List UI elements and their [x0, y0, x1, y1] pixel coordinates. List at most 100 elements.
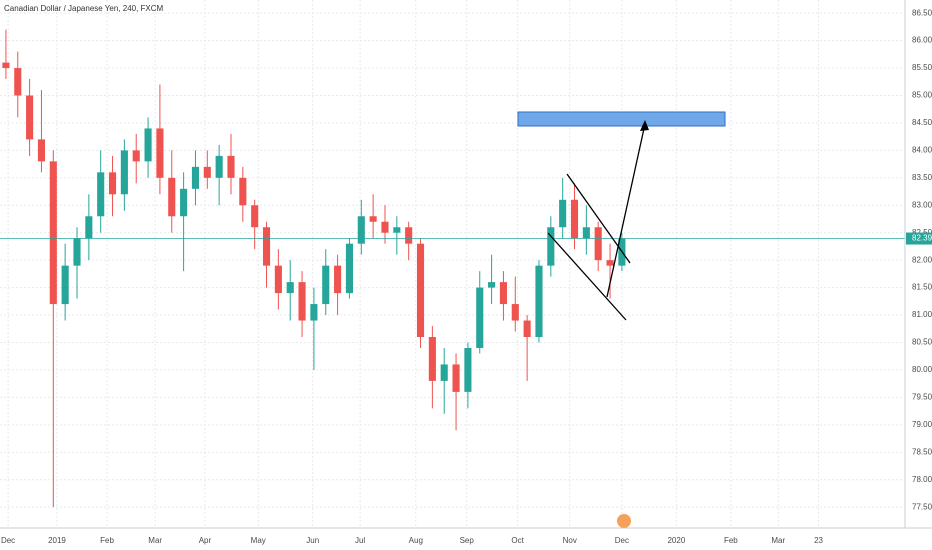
candle-body [582, 227, 590, 239]
x-tick-label: Feb [100, 536, 114, 545]
candle-body [393, 227, 401, 233]
candle-body [298, 282, 306, 321]
x-tick-label: Jul [355, 536, 365, 545]
y-tick-label: 80.500 [912, 338, 932, 347]
candle-body [476, 287, 484, 348]
candle-body [61, 265, 69, 305]
y-tick-label: 78.000 [912, 475, 932, 484]
y-tick-label: 81.500 [912, 283, 932, 292]
x-tick-label: Mar [771, 536, 785, 545]
candle-body [239, 177, 247, 206]
candle-body [227, 155, 235, 178]
candle-body [345, 243, 353, 294]
x-tick-label: May [251, 536, 266, 545]
chart-title: Canadian Dollar / Japanese Yen, 240, FXC… [4, 4, 164, 13]
y-tick-label: 82.000 [912, 255, 932, 264]
candle-body [488, 282, 496, 288]
target-zone [517, 111, 726, 127]
candle-body [523, 320, 531, 337]
candle-body [73, 238, 81, 266]
y-tick-label: 83.000 [912, 200, 932, 209]
candle-body [144, 128, 152, 162]
y-tick-label: 85.500 [912, 63, 932, 72]
candle-body [405, 227, 413, 244]
candle-body [570, 199, 579, 239]
y-tick-label: 79.500 [912, 392, 932, 401]
candle-body [357, 216, 365, 244]
candle-body [559, 199, 567, 228]
candle-body [416, 243, 425, 337]
candle-body [511, 304, 519, 321]
x-tick-label: Feb [724, 536, 738, 545]
candle-body [606, 260, 614, 266]
candle-body [428, 336, 436, 381]
candle-body [310, 304, 318, 321]
y-tick-label: 86.500 [912, 8, 932, 17]
x-tick-label: Dec [615, 536, 629, 545]
last-price-box [906, 232, 932, 245]
x-tick-label: Oct [511, 536, 524, 545]
last-price-label: 82.394 [912, 234, 932, 243]
trend-line [547, 232, 627, 321]
candle-body [381, 221, 389, 233]
candle-body [322, 265, 330, 305]
x-tick-label: Mar [148, 536, 162, 545]
y-tick-label: 84.500 [912, 118, 932, 127]
y-tick-label: 77.500 [912, 502, 932, 511]
candle-body [286, 282, 294, 294]
x-tick-label: Sep [460, 536, 475, 545]
candle-body [180, 188, 188, 217]
y-tick-label: 83.500 [912, 173, 932, 182]
candle-body [452, 364, 460, 392]
arrow-line [606, 123, 646, 298]
candle-body [499, 282, 507, 305]
candle-body [440, 364, 448, 381]
x-tick-label: 2020 [667, 536, 685, 545]
candle-body [274, 265, 282, 294]
candle-body [168, 177, 176, 217]
y-tick-label: 84.000 [912, 145, 932, 154]
candle-body [191, 166, 200, 189]
candle-body [85, 216, 93, 239]
candle-body [535, 265, 543, 337]
y-tick-label: 78.500 [912, 447, 932, 456]
candle-body [97, 172, 105, 217]
candle-body [120, 150, 128, 195]
candle-body [37, 139, 46, 162]
x-tick-label: Jun [306, 536, 319, 545]
grid [0, 0, 905, 528]
logo [617, 514, 631, 528]
y-tick-label: 85.000 [912, 91, 932, 100]
trend-line [566, 173, 631, 264]
y-tick-label: 79.000 [912, 420, 932, 429]
x-tick-label: Dec [1, 536, 15, 545]
candle-body [464, 347, 472, 392]
candle-body [262, 227, 271, 266]
candle-body [334, 265, 342, 294]
candle-body [547, 227, 555, 266]
y-tick-label: 86.000 [912, 36, 932, 45]
candle-body [203, 166, 211, 178]
candle-body [14, 68, 22, 96]
candle-body [594, 227, 602, 261]
x-tick-label: 2019 [48, 536, 66, 545]
x-tick-label: Aug [409, 536, 423, 545]
y-tick-label: 82.500 [912, 228, 932, 237]
y-tick-label: 80.000 [912, 365, 932, 374]
candle-body [132, 150, 140, 162]
candle-body [49, 161, 57, 305]
candle-body [2, 62, 10, 69]
x-tick-label: Nov [563, 536, 577, 545]
axes: 77.500 78.000 78.500 79.000 79.500 80.000 80.5… [1, 8, 932, 545]
x-tick-label: Apr [199, 536, 212, 545]
x-tick-label: 23 [814, 536, 823, 545]
arrow-head [640, 120, 649, 131]
candle-body [156, 128, 164, 178]
candles [0, 29, 905, 508]
drawings [517, 111, 726, 321]
logo-icon [617, 514, 631, 528]
candle-body [215, 155, 223, 178]
y-tick-label: 81.000 [912, 310, 932, 319]
